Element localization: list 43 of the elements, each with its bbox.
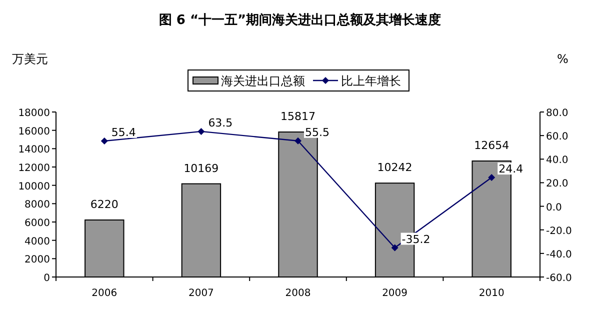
point bbox=[391, 244, 398, 252]
y-tick-label: 18000 bbox=[18, 108, 50, 119]
data-label: -35.2 bbox=[402, 232, 430, 246]
data-label: 63.5 bbox=[208, 116, 233, 130]
y2-tick-label: 40.0 bbox=[546, 155, 568, 166]
y2-tick-label: -20.0 bbox=[546, 226, 572, 237]
data-label: 55.4 bbox=[111, 126, 136, 139]
data-label: 10242 bbox=[377, 161, 412, 174]
data-label: 12654 bbox=[474, 139, 510, 152]
x-tick-label: 2010 bbox=[478, 288, 504, 299]
data-label: 10169 bbox=[184, 162, 219, 175]
x-tick-label: 2008 bbox=[285, 288, 311, 299]
data-label: 24.4 bbox=[498, 162, 524, 176]
legend-label: 比上年增长 bbox=[341, 74, 401, 88]
y-tick-label: 2000 bbox=[24, 254, 50, 266]
data-label: 15817 bbox=[280, 110, 316, 124]
y-tick-label: 14000 bbox=[18, 144, 50, 156]
y2-tick-label: 80.0 bbox=[546, 108, 568, 119]
y-tick-label: 12000 bbox=[18, 163, 50, 174]
legend-label: 海关进出口总额 bbox=[221, 74, 305, 88]
y2-axis-title: % bbox=[557, 52, 568, 66]
x-tick-label: 2007 bbox=[188, 288, 214, 299]
x-tick-label: 2006 bbox=[92, 288, 118, 299]
y-tick-label: 10000 bbox=[18, 181, 50, 192]
y2-tick-label: 0.0 bbox=[546, 202, 562, 214]
y-tick-label: 8000 bbox=[24, 200, 50, 211]
point bbox=[488, 174, 496, 182]
x-tick-label: 2009 bbox=[382, 288, 408, 299]
data-label: 6220 bbox=[90, 198, 118, 211]
y-tick-label: 4000 bbox=[24, 236, 50, 248]
y-axis-title: 万美元 bbox=[12, 52, 48, 66]
y-tick-label: 6000 bbox=[24, 218, 50, 229]
y-tick-label: 16000 bbox=[18, 126, 50, 138]
y2-tick-label: -60.0 bbox=[546, 273, 572, 284]
point bbox=[198, 128, 205, 135]
y2-tick-label: -40.0 bbox=[546, 249, 572, 260]
chart-title: 图 6 “十一五”期间海关进出口总额及其增长速度 bbox=[158, 12, 442, 28]
y2-tick-label: 20.0 bbox=[546, 178, 568, 190]
y2-tick-label: 60.0 bbox=[546, 132, 568, 143]
point bbox=[100, 137, 108, 144]
point bbox=[294, 137, 302, 144]
data-label: 55.5 bbox=[305, 126, 330, 139]
y-tick-label: 0 bbox=[44, 273, 50, 284]
